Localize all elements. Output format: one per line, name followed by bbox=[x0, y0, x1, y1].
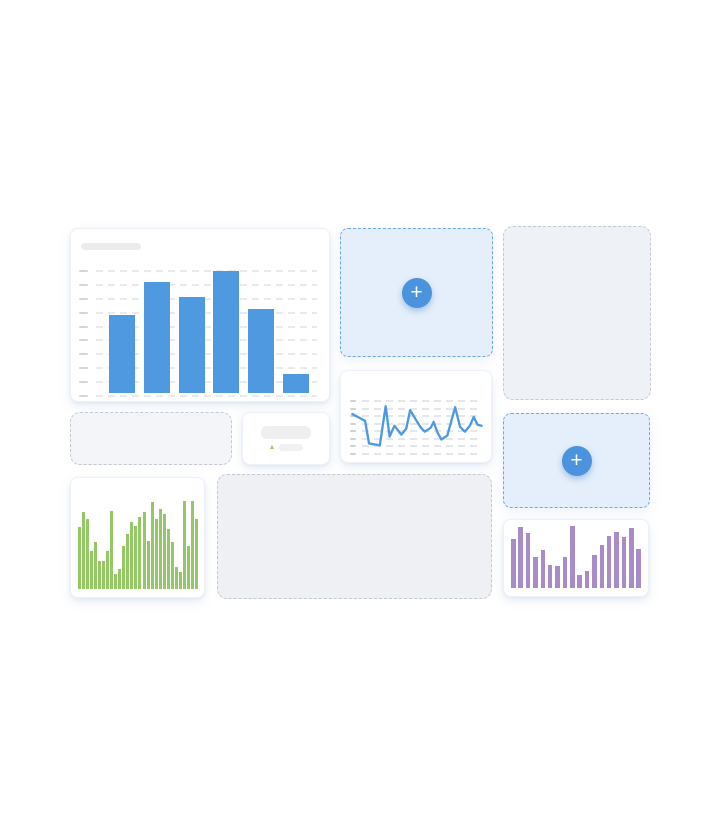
bar bbox=[146, 541, 150, 589]
bar bbox=[540, 550, 545, 588]
widget-purple-bar-chart-card[interactable] bbox=[503, 519, 649, 597]
bar bbox=[525, 533, 531, 588]
bar bbox=[584, 571, 590, 588]
bar bbox=[126, 534, 130, 589]
bar bbox=[110, 511, 114, 589]
grid-row bbox=[79, 283, 317, 286]
grid-row bbox=[79, 325, 317, 328]
bar bbox=[98, 561, 102, 589]
grid-row bbox=[79, 339, 317, 342]
grid-row bbox=[79, 381, 317, 384]
bar bbox=[621, 537, 627, 588]
bar bbox=[166, 529, 170, 589]
bar bbox=[178, 572, 182, 589]
bar bbox=[142, 512, 146, 589]
grid-row bbox=[79, 297, 317, 300]
widget-stat-card[interactable]: ▲ bbox=[242, 412, 330, 465]
bar bbox=[82, 512, 86, 589]
grid-row bbox=[350, 453, 482, 455]
grid-row bbox=[79, 270, 317, 272]
bar bbox=[158, 509, 162, 589]
bar-chart bbox=[511, 524, 641, 588]
plus-glyph: + bbox=[570, 449, 583, 472]
plus-icon[interactable]: + bbox=[561, 445, 592, 476]
bar bbox=[162, 514, 166, 589]
widget-bar-chart-card[interactable] bbox=[70, 228, 330, 402]
bar bbox=[154, 519, 158, 589]
bar bbox=[547, 565, 553, 588]
stat-trend-placeholder bbox=[279, 444, 304, 451]
bar bbox=[109, 315, 135, 393]
bar bbox=[606, 536, 612, 588]
bar bbox=[143, 282, 170, 393]
widget-line-chart-card[interactable] bbox=[340, 370, 492, 463]
bar bbox=[170, 542, 174, 589]
chart-gridlines bbox=[79, 270, 317, 397]
bar bbox=[102, 561, 106, 589]
bar bbox=[577, 575, 582, 588]
bar bbox=[94, 542, 98, 589]
bar bbox=[282, 374, 309, 393]
bar bbox=[174, 567, 178, 589]
grid-row bbox=[79, 353, 317, 356]
bar bbox=[599, 545, 604, 588]
grid-row bbox=[350, 407, 482, 410]
bar bbox=[134, 526, 138, 589]
add-widget-dropzone-right[interactable]: + bbox=[503, 413, 650, 508]
bar bbox=[511, 539, 516, 588]
line-series bbox=[351, 405, 483, 447]
bar bbox=[570, 526, 575, 588]
bar bbox=[118, 569, 122, 589]
bar bbox=[248, 309, 275, 393]
empty-widget-slot-bottom[interactable] bbox=[217, 474, 492, 599]
chart-title-placeholder bbox=[81, 243, 141, 250]
bar bbox=[78, 527, 81, 589]
bar bbox=[614, 532, 619, 588]
bar bbox=[636, 549, 641, 588]
add-widget-dropzone-top[interactable]: + bbox=[340, 228, 493, 357]
bar bbox=[562, 557, 568, 588]
widget-green-bar-chart-card[interactable] bbox=[70, 477, 205, 598]
bar bbox=[130, 522, 134, 589]
bar bbox=[194, 519, 198, 589]
bar bbox=[150, 502, 154, 589]
bar bbox=[182, 501, 186, 589]
grid-row bbox=[350, 415, 482, 418]
grid-row bbox=[79, 367, 317, 370]
stat-trend-row: ▲ bbox=[269, 444, 304, 451]
stat-value-placeholder bbox=[261, 426, 311, 439]
bar bbox=[213, 271, 240, 393]
bar-chart bbox=[109, 267, 309, 393]
bar bbox=[592, 555, 597, 588]
bar bbox=[178, 297, 205, 393]
line-chart-svg bbox=[351, 405, 483, 447]
empty-widget-slot-middle-left[interactable] bbox=[70, 412, 232, 465]
bar bbox=[106, 551, 110, 589]
bar bbox=[138, 517, 142, 589]
grid-row bbox=[350, 400, 482, 402]
plus-glyph: + bbox=[410, 281, 423, 304]
bar-chart bbox=[78, 487, 198, 589]
bar bbox=[186, 546, 190, 589]
grid-row bbox=[350, 422, 482, 425]
bar bbox=[629, 528, 634, 588]
caret-up-icon: ▲ bbox=[268, 444, 276, 451]
bar bbox=[555, 566, 560, 588]
grid-row bbox=[350, 445, 482, 448]
bar bbox=[518, 527, 523, 588]
bar bbox=[114, 574, 118, 589]
bar bbox=[533, 557, 538, 588]
empty-widget-slot-top-right[interactable] bbox=[503, 226, 651, 400]
chart-gridlines bbox=[350, 400, 482, 455]
grid-row bbox=[350, 437, 482, 440]
bar bbox=[90, 551, 94, 589]
bar bbox=[122, 546, 126, 589]
plus-icon[interactable]: + bbox=[401, 277, 432, 308]
grid-row bbox=[350, 430, 482, 433]
grid-row bbox=[79, 311, 317, 314]
grid-row bbox=[79, 395, 317, 397]
bar bbox=[190, 501, 194, 589]
bar bbox=[86, 519, 90, 589]
